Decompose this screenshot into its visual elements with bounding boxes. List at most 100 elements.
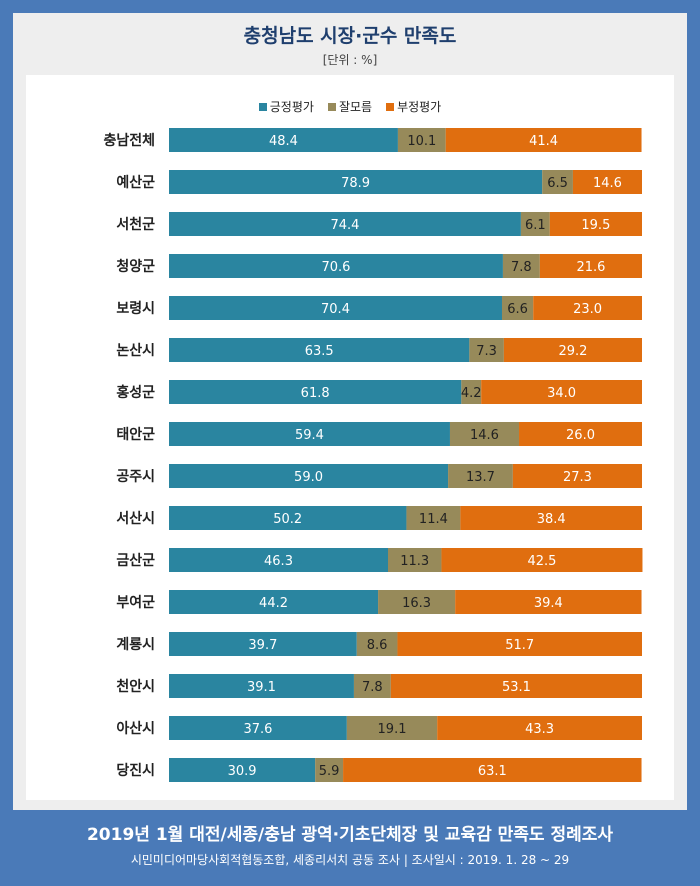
data-label-positive: 59.4 [295,428,324,443]
legend-swatch-negative [386,102,395,111]
data-label-positive: 59.0 [294,470,323,485]
bar-segment-negative [519,422,642,446]
bar-row: 예산군 78.9 6.5 14.6 [116,170,642,194]
data-label-unknown: 4.2 [461,386,482,401]
bar-segment-positive [169,548,388,572]
bar-segment-negative [549,212,642,236]
bar-segment-unknown [356,632,398,656]
bar-segment-negative [445,128,642,152]
legend-label-positive: 긍정평가 [269,100,314,114]
data-label-negative: 41.4 [529,134,558,149]
bar-segment-positive [169,422,450,446]
bar-segment-positive [169,674,354,698]
bar-row: 태안군 59.4 14.6 26.0 [116,422,642,446]
bar-segment-unknown [542,170,573,194]
data-label-negative: 29.2 [558,344,587,359]
data-label-positive: 50.2 [273,512,302,527]
data-label-negative: 38.4 [537,512,566,527]
bar-segment-unknown [315,758,344,782]
bar-segment-positive [169,758,316,782]
legend-swatch-positive [258,102,267,111]
data-label-unknown: 7.8 [362,680,383,695]
category-label: 금산군 [116,552,155,569]
category-label: 서산시 [116,510,155,527]
bar-segment-unknown [502,254,540,278]
category-label: 청양군 [116,259,155,275]
data-label-positive: 78.9 [341,176,370,191]
bar-segment-positive [169,296,502,320]
footer-subtitle: 시민미디어마당사회적협동조합, 세종리서치 공동 조사 | 조사일시 : 201… [130,853,570,867]
bar-segment-negative [572,170,642,194]
bar-segment-unknown [448,464,513,488]
data-label-unknown: 7.3 [476,344,497,359]
bar-segment-positive [169,506,407,530]
bar-segment-negative [533,296,642,320]
data-label-unknown: 6.5 [547,176,568,191]
bar-segment-unknown [346,716,438,740]
legend-label-unknown: 잘모름 [338,100,373,114]
data-label-unknown: 5.9 [319,764,340,779]
data-label-unknown: 8.6 [367,638,388,653]
data-label-positive: 63.5 [305,344,334,359]
bar-segment-positive [169,254,503,278]
bar-segment-unknown [387,548,442,572]
footer-title: 2019년 1월 대전/세종/충남 광역·기초단체장 및 교육감 만족도 정례조… [86,825,614,845]
data-label-unknown: 10.1 [407,134,436,149]
category-label: 충남전체 [103,132,155,149]
data-label-positive: 44.2 [259,596,288,611]
data-label-positive: 70.4 [321,302,350,317]
bar-row: 아산시 37.6 19.1 43.3 [116,716,642,740]
bar-segment-negative [512,464,642,488]
data-label-unknown: 14.6 [470,428,499,443]
bar-segment-unknown [520,212,550,236]
bar-row: 서천군 74.4 6.1 19.5 [116,212,642,236]
bar-segment-positive [169,128,398,152]
bar-segment-unknown [406,506,461,530]
bar-row: 금산군 46.3 11.3 42.5 [116,548,643,572]
stacked-bar-chart: 충남전체 48.4 10.1 41.4 예산군 78.9 6.5 14.6 서천군 74.4 6.1… [103,128,643,782]
data-label-unknown: 16.3 [402,596,431,611]
legend-item-positive: 긍정평가 [258,98,314,115]
data-label-negative: 26.0 [566,428,595,443]
bar-segment-positive [169,464,449,488]
bar-row: 공주시 59.0 13.7 27.3 [116,464,642,488]
legend-item-negative: 부정평가 [386,98,441,115]
data-label-unknown: 13.7 [466,470,495,485]
bar-segment-positive [169,590,379,614]
bar-segment-negative [455,590,642,614]
category-label: 논산시 [116,342,155,359]
data-label-negative: 43.3 [525,722,554,737]
data-label-unknown: 6.6 [507,302,528,317]
bar-segment-unknown [449,422,520,446]
data-label-negative: 23.0 [573,302,602,317]
category-label: 보령시 [116,301,155,317]
bar-row: 천안시 39.1 7.8 53.1 [116,674,642,698]
unit-label: [단위 : %] [322,53,378,67]
category-label: 계룡시 [116,637,155,653]
category-label: 부여군 [116,594,155,611]
legend-label-negative: 부정평가 [397,100,442,114]
data-label-positive: 39.7 [248,638,277,653]
data-label-negative: 39.4 [534,596,563,611]
data-label-unknown: 7.8 [511,260,532,275]
data-label-negative: 19.5 [581,218,610,233]
bar-segment-unknown [353,674,391,698]
data-label-positive: 39.1 [247,680,276,695]
bar-row: 서산시 50.2 11.4 38.4 [116,506,642,530]
data-label-unknown: 11.4 [419,512,448,527]
data-label-positive: 30.9 [228,764,257,779]
bar-row: 당진시 30.9 5.9 63.1 [116,758,642,782]
bar-segment-negative [481,380,642,404]
bar-row: 홍성군 61.8 4.2 34.0 [116,380,642,404]
bar-segment-negative [539,254,642,278]
bar-row: 보령시 70.4 6.6 23.0 [116,296,642,320]
bar-row: 논산시 63.5 7.3 29.2 [116,338,642,362]
data-label-negative: 27.3 [563,470,592,485]
bar-segment-negative [437,716,642,740]
bar-segment-positive [169,212,521,236]
chart-panel: 충청남도 시장·군수 만족도 [단위 : %] 긍정평가 잘모름 부정평가 충남… [13,13,687,810]
data-label-unknown: 6.1 [525,218,546,233]
legend: 긍정평가 잘모름 부정평가 [26,98,674,115]
bar-segment-negative [460,506,642,530]
bar-segment-unknown [469,338,504,362]
